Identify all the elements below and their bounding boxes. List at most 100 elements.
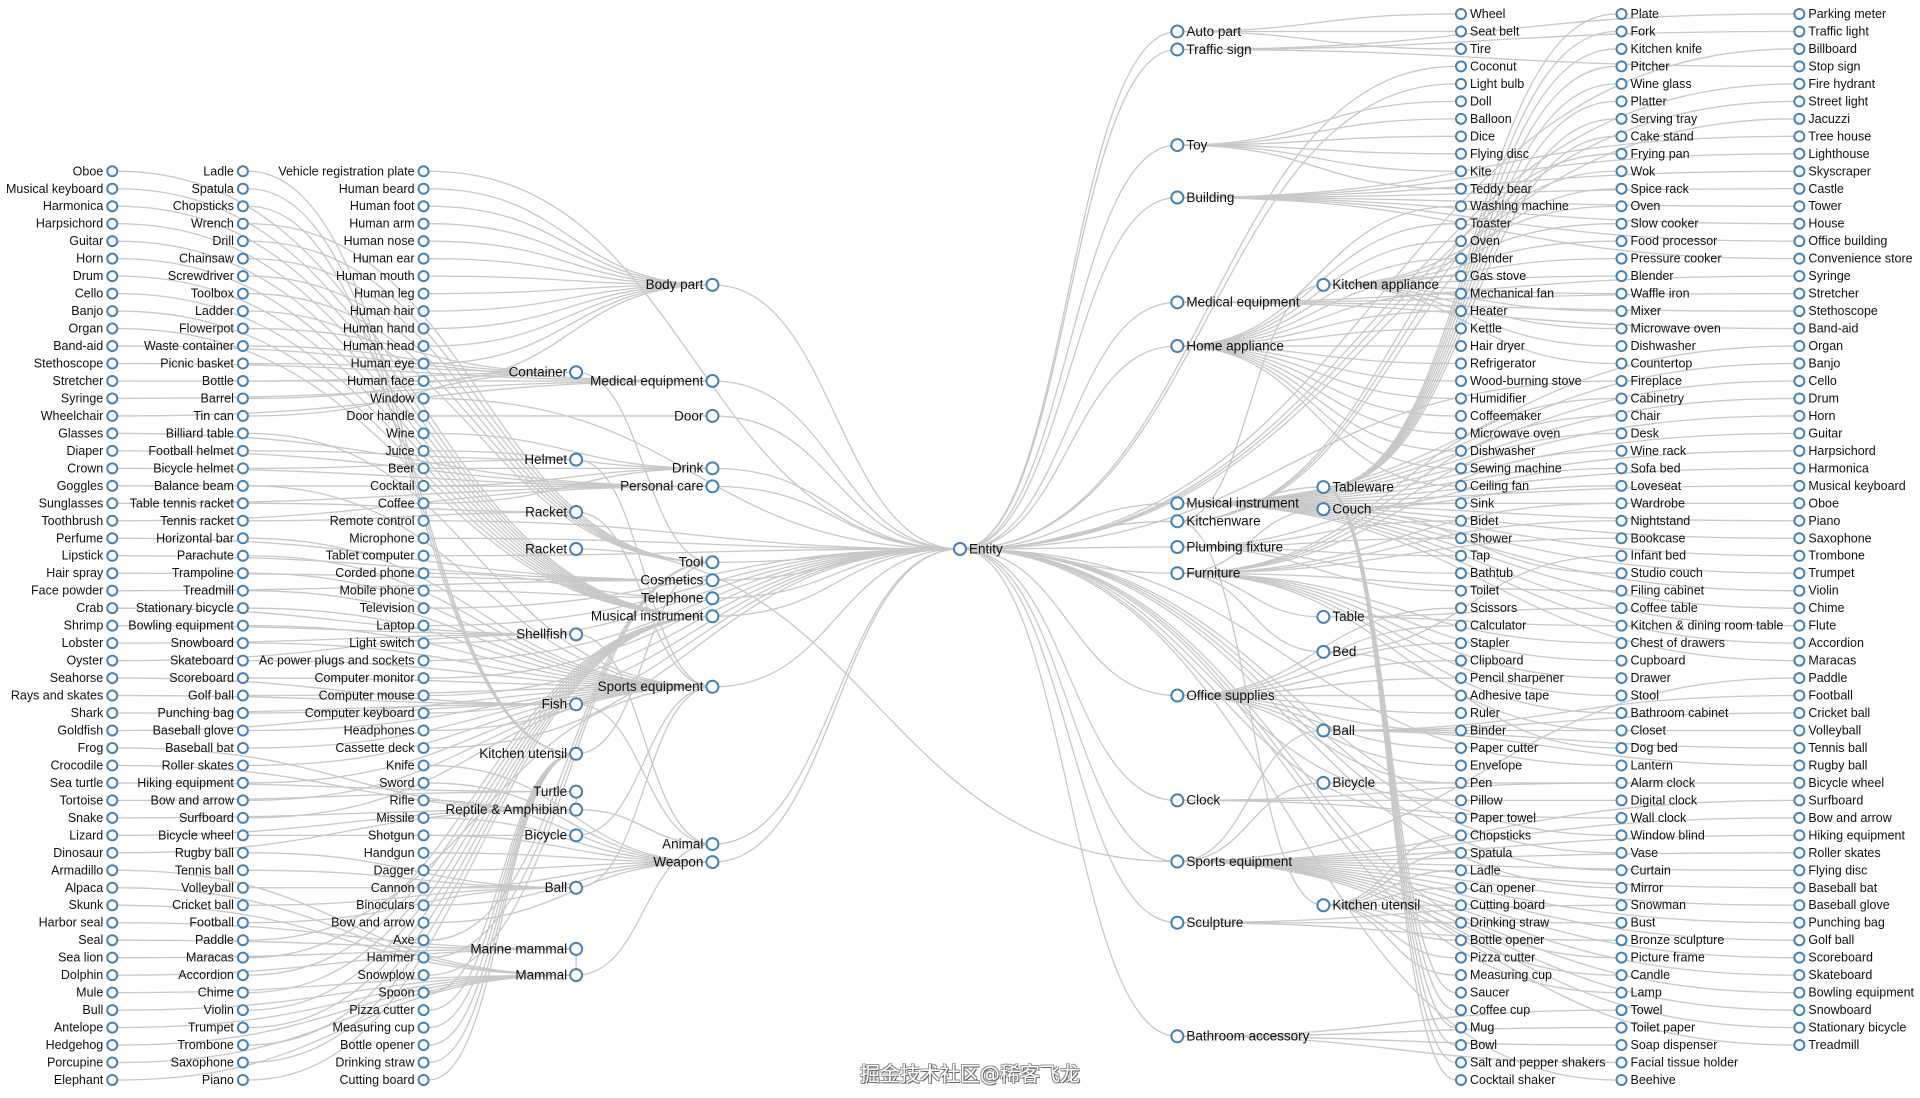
group-node-circle (1170, 339, 1185, 354)
leaf-node: Hair dryer (1454, 339, 1525, 353)
leaf-node: Stool (1615, 689, 1659, 703)
leaf-node-circle (1793, 42, 1806, 55)
leaf-node: Glasses (58, 426, 119, 440)
leaf-label: Surfboard (179, 811, 234, 825)
leaf-node: Binder (1454, 723, 1506, 737)
leaf-node: Chime (198, 986, 249, 1000)
leaf-node-circle (236, 357, 249, 370)
leaf-node-circle (1615, 916, 1628, 929)
leaf-node-circle (106, 707, 119, 720)
link-leaf (1177, 860, 1795, 976)
leaf-node: Mobile phone (339, 584, 430, 598)
link-leaf (428, 834, 713, 863)
leaf-label: Cassette deck (335, 741, 415, 755)
leaf-node-circle (106, 951, 119, 964)
leaf-node: Table tennis racket (130, 496, 249, 510)
link-leaf (1323, 694, 1795, 732)
leaf-node: Bow and arrow (331, 916, 430, 930)
leaf-label: Porcupine (47, 1056, 103, 1070)
leaf-label: Window blind (1631, 828, 1705, 842)
leaf-node: Lizard (69, 828, 119, 842)
leaf-label: Volleyball (1808, 723, 1861, 737)
leaf-label: Mechanical fan (1470, 287, 1554, 301)
leaf-node-circle (417, 1039, 430, 1052)
link-leaf (1177, 48, 1795, 68)
group-node-circle (569, 452, 584, 467)
link-leaf (117, 467, 713, 488)
link-leaf (1177, 301, 1795, 312)
leaf-label: Stethoscope (34, 357, 104, 371)
group-node-circle (705, 679, 720, 694)
leaf-label: Measuring cup (1470, 968, 1552, 982)
leaf-label: Tennis ball (175, 863, 234, 877)
link-leaf (428, 188, 713, 286)
group-node-circle (569, 941, 584, 956)
leaf-label: Dolphin (61, 968, 103, 982)
leaf-node: Wood-burning stove (1454, 374, 1582, 388)
leaf-label: Cannon (371, 881, 415, 895)
group-node-circle (1170, 793, 1185, 808)
leaf-node-circle (1615, 969, 1628, 982)
leaf-node: Frog (78, 741, 119, 755)
link-leaf (247, 345, 577, 373)
leaf-label: Tin can (193, 409, 234, 423)
link-leaf (428, 275, 713, 286)
leaf-node: Bowl (1454, 1038, 1497, 1052)
group-node-helmetL: Helmet (524, 452, 584, 467)
group-node-circle (569, 828, 584, 843)
group-label: Kitchen utensil (1332, 898, 1420, 913)
leaf-node: Treadmill (183, 584, 249, 598)
group-label: Toy (1186, 137, 1207, 152)
leaf-node-circle (417, 846, 430, 859)
nodes-layer: Elephant Porcupine Hedgehog Antelope Bull Mul… (6, 7, 1915, 1087)
leaf-node: Guitar (69, 234, 119, 248)
leaf-label: Waste container (144, 339, 234, 353)
link-leaf (1323, 83, 1617, 488)
leaf-node: Billiard table (166, 426, 249, 440)
leaf-node: Coconut (1454, 59, 1517, 73)
group-label: Mammal (515, 967, 567, 982)
group-node-telephone: Telephone (641, 591, 720, 606)
leaf-label: Screwdriver (168, 269, 234, 283)
leaf-label: Flute (1808, 619, 1836, 633)
leaf-node: Spatula (1454, 846, 1512, 860)
leaf-node: Closet (1615, 723, 1666, 737)
leaf-node: Television (360, 601, 430, 615)
leaf-node-circle (106, 759, 119, 772)
leaf-node: Organ (69, 322, 119, 336)
leaf-node: Rugby ball (175, 846, 249, 860)
leaf-node-circle (106, 724, 119, 737)
link-leaf (117, 974, 577, 1081)
leaf-node: Sword (379, 776, 430, 790)
leaf-label: Accordion (1808, 636, 1864, 650)
link-leaf (1323, 486, 1456, 994)
leaf-node: Teddy bear (1454, 182, 1532, 196)
link-leaf (1177, 860, 1795, 1011)
leaf-label: Refrigerator (1470, 357, 1536, 371)
group-node-toy: Toy (1170, 137, 1208, 152)
leaf-label: Microphone (349, 531, 414, 545)
leaf-node-circle (1793, 514, 1806, 527)
link-leaf (1323, 651, 1617, 749)
link-leaf (1177, 1035, 1617, 1046)
leaf-node: Oven (1615, 199, 1660, 213)
group-label: Auto part (1186, 24, 1241, 39)
leaf-node-circle (417, 951, 430, 964)
group-label: Bed (1332, 644, 1356, 659)
group-label: Clock (1186, 793, 1220, 808)
leaf-node: Bottle opener (340, 1038, 430, 1052)
leaf-node-circle (236, 322, 249, 335)
leaf-label: Cocktail (370, 479, 414, 493)
leaf-label: Picture frame (1631, 951, 1705, 965)
leaf-label: Bust (1631, 916, 1657, 930)
leaf-node-circle (1454, 637, 1467, 650)
group-node-marine: Marine mammal (470, 941, 584, 956)
link-leaf (247, 615, 713, 1081)
leaf-node-circle (106, 270, 119, 283)
leaf-node-circle (1615, 637, 1628, 650)
leaf-node-circle (106, 287, 119, 300)
link-leaf (1177, 345, 1456, 400)
leaf-node: Flute (1793, 619, 1836, 633)
link-leaf (247, 292, 713, 563)
leaf-node: Horn (76, 252, 119, 266)
